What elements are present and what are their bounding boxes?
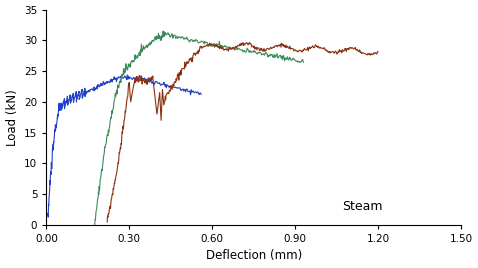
Y-axis label: Load (kN): Load (kN) [6,89,19,146]
Text: Steam: Steam [342,200,382,213]
X-axis label: Deflection (mm): Deflection (mm) [206,250,302,262]
